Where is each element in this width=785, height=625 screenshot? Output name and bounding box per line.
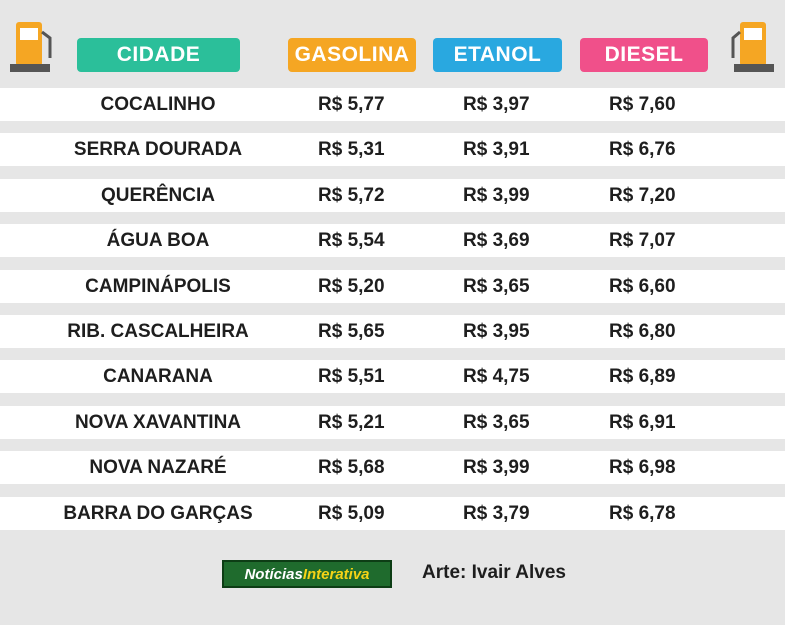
price-cell: R$ 6,80 <box>609 321 676 342</box>
city-cell: ÁGUA BOA <box>106 230 210 252</box>
city-cell: SERRA DOURADA <box>73 139 243 161</box>
city-cell: RIB. CASCALHEIRA <box>67 321 249 342</box>
price-cell: R$ 5,21 <box>318 411 385 433</box>
price-cell: R$ 3,65 <box>463 411 530 433</box>
city-cell: NOVA XAVANTINA <box>74 411 242 433</box>
price-cell: R$ 5,72 <box>318 184 385 206</box>
price-cell: R$ 3,79 <box>463 502 530 524</box>
price-cell: R$ 3,95 <box>463 321 530 342</box>
pump-icon <box>10 22 52 72</box>
price-cell: R$ 5,54 <box>318 230 385 252</box>
credit: Arte: Ivair Alves <box>422 562 566 583</box>
price-cell: R$ 5,68 <box>318 457 385 479</box>
price-cell: R$ 3,99 <box>463 457 530 479</box>
price-cell: R$ 4,75 <box>463 366 530 388</box>
column-header: DIESEL <box>580 38 708 72</box>
table-row: COCALINHO R$ 5,77 R$ 3,97 R$ 7,60 <box>0 88 785 121</box>
table-row: ÁGUA BOA R$ 5,54 R$ 3,69 R$ 7,07 <box>0 224 785 258</box>
price-cell: R$ 3,91 <box>463 139 530 161</box>
table-row: CANARANA R$ 5,51 R$ 4,75 R$ 6,89 <box>0 360 785 394</box>
price-cell: R$ 7,07 <box>609 230 676 252</box>
price-cell: R$ 5,31 <box>318 139 385 161</box>
price-cell: R$ 6,76 <box>609 139 676 161</box>
city-cell: NOVA NAZARÉ <box>89 457 227 479</box>
price-cell: R$ 6,91 <box>609 411 676 433</box>
price-cell: R$ 3,69 <box>463 230 530 252</box>
pump-icon <box>731 22 774 72</box>
column-header: GASOLINA <box>288 38 416 72</box>
price-cell: R$ 6,89 <box>609 366 676 388</box>
table-row: NOVA NAZARÉ R$ 5,68 R$ 3,99 R$ 6,98 <box>0 451 785 485</box>
table-row: SERRA DOURADA R$ 5,31 R$ 3,91 R$ 6,76 <box>0 133 785 167</box>
price-cell: R$ 5,20 <box>318 275 385 297</box>
city-cell: CANARANA <box>103 366 213 388</box>
city-cell: COCALINHO <box>100 94 216 115</box>
table-row: CAMPINÁPOLIS R$ 5,20 R$ 3,65 R$ 6,60 <box>0 269 785 303</box>
logo: Notícias Interativa <box>222 560 392 588</box>
table-row: QUERÊNCIA R$ 5,72 R$ 3,99 R$ 7,20 <box>0 178 785 212</box>
price-cell: R$ 3,65 <box>463 275 530 297</box>
price-cell: R$ 6,98 <box>609 457 676 479</box>
price-cell: R$ 5,65 <box>318 321 385 342</box>
price-cell: R$ 3,99 <box>463 184 530 206</box>
price-cell: R$ 5,77 <box>318 94 385 115</box>
price-cell: R$ 7,60 <box>609 94 676 115</box>
city-cell: QUERÊNCIA <box>100 184 215 206</box>
price-cell: R$ 6,78 <box>609 502 676 524</box>
logo-text: Interativa <box>302 565 370 583</box>
city-cell: CAMPINÁPOLIS <box>85 275 231 297</box>
price-cell: R$ 5,51 <box>318 366 385 388</box>
city-cell: BARRA DO GARÇAS <box>63 502 253 524</box>
price-cell: R$ 7,20 <box>609 184 676 206</box>
price-cell: R$ 3,97 <box>463 94 530 115</box>
column-header: CIDADE <box>77 38 240 72</box>
table-row: RIB. CASCALHEIRA R$ 5,65 R$ 3,95 R$ 6,80 <box>0 315 785 348</box>
table-row: NOVA XAVANTINA R$ 5,21 R$ 3,65 R$ 6,91 <box>0 405 785 439</box>
price-cell: R$ 6,60 <box>609 275 676 297</box>
column-header: ETANOL <box>433 38 562 72</box>
table-row: BARRA DO GARÇAS R$ 5,09 R$ 3,79 R$ 6,78 <box>0 496 785 530</box>
price-cell: R$ 5,09 <box>318 502 385 524</box>
logo-text: Notícias <box>244 565 303 583</box>
